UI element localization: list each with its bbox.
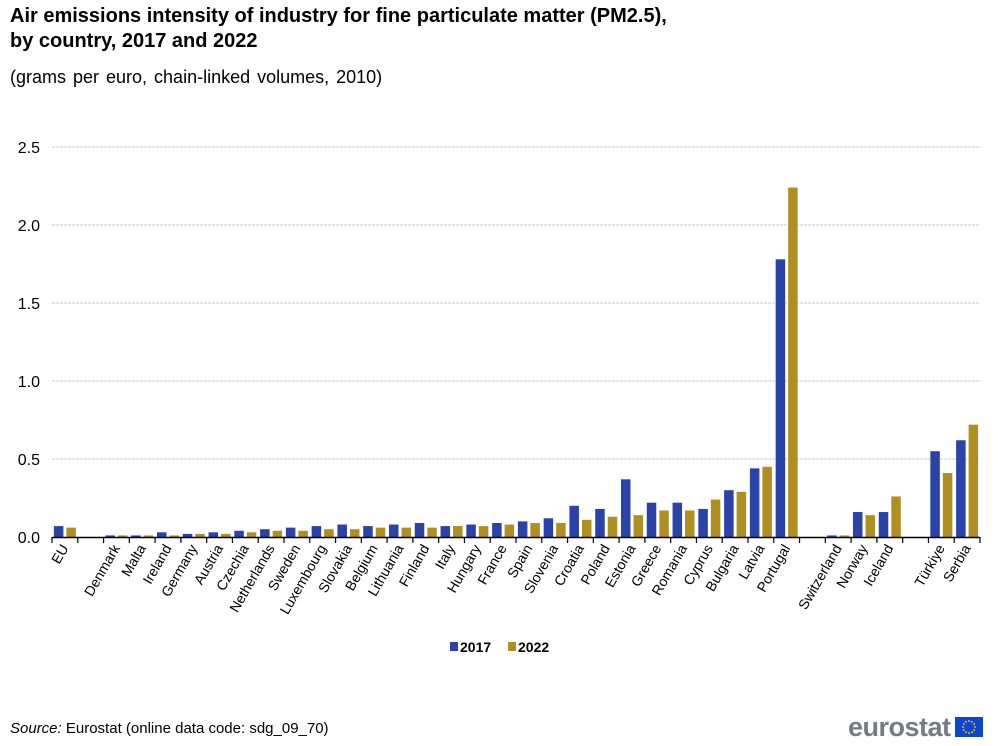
bar-2017 (157, 532, 167, 537)
bar-2022 (504, 524, 515, 537)
bar-2022 (942, 473, 953, 537)
legend-swatch-2022 (508, 642, 516, 651)
bar-2022 (143, 535, 154, 537)
bar-2022 (530, 522, 540, 537)
bar-2017 (646, 502, 657, 537)
bar-2022 (272, 530, 283, 537)
chart-subtitle: (grams per euro, chain-linked volumes, 2… (10, 67, 383, 87)
y-tick-label: 2.0 (18, 218, 40, 235)
bar-2022 (736, 491, 747, 537)
bar-2022 (633, 515, 643, 537)
bar-2017 (621, 479, 631, 537)
bar-2017 (208, 532, 219, 537)
bar-2017 (595, 508, 605, 537)
bar-chart: 0.00.51.01.52.02.5EU DenmarkMaltaIrelandG… (18, 140, 981, 655)
bar-2017 (956, 440, 966, 537)
bar-2017 (569, 505, 579, 537)
bar-2017 (414, 522, 425, 537)
bar-2017 (311, 526, 322, 537)
chart-title: Air emissions intensity of industry for … (10, 4, 667, 54)
bar-2022 (427, 527, 437, 537)
eu-flag-icon (954, 717, 983, 737)
y-tick-label: 0.0 (18, 530, 40, 547)
chart-title-line2: by country, 2017 and 2022 (10, 30, 258, 52)
bar-2017 (827, 535, 837, 537)
bar-2022 (607, 516, 618, 537)
y-tick-label: 2.5 (18, 140, 40, 157)
bar-2022 (710, 499, 721, 537)
bar-2017 (389, 524, 399, 537)
y-tick-label: 1.0 (18, 374, 40, 391)
bar-2022 (117, 535, 128, 537)
source-label: Source: (10, 720, 62, 737)
bar-2022 (685, 510, 695, 537)
bar-2022 (195, 533, 205, 537)
bar-2017 (285, 527, 296, 537)
eurostat-logo: eurostat (848, 712, 983, 742)
bar-2017 (492, 522, 502, 537)
bar-2017 (105, 535, 115, 537)
bar-2017 (878, 512, 889, 537)
y-tick-label: 0.5 (18, 452, 40, 469)
bar-2017 (440, 526, 451, 537)
x-tick-label: Türkiye (911, 541, 948, 589)
bar-2022 (169, 535, 179, 537)
chart-title-line1: Air emissions intensity of industry for … (10, 5, 667, 27)
bar-2017 (775, 259, 786, 537)
bar-2017 (363, 526, 373, 537)
bar-2022 (375, 527, 386, 537)
bar-2022 (839, 535, 850, 537)
logo-text: eurostat (848, 712, 951, 742)
bar-2022 (968, 424, 979, 537)
bar-2022 (298, 530, 308, 537)
bar-2017 (698, 508, 708, 537)
bar-2022 (891, 496, 901, 537)
bar-2017 (337, 524, 347, 537)
bar-2022 (324, 529, 334, 537)
bar-2017 (543, 518, 554, 537)
bar-2022 (762, 466, 772, 537)
legend-label-2022: 2022 (518, 639, 549, 655)
bar-2022 (788, 187, 798, 537)
bar-2017 (749, 468, 760, 537)
bar-2022 (478, 526, 489, 537)
bar-2022 (401, 527, 411, 537)
bar-2017 (53, 526, 64, 537)
source-text: Eurostat (online data code: sdg_09_70) (61, 720, 329, 737)
bar-2017 (131, 535, 141, 537)
bar-2022 (221, 533, 231, 537)
bar-2022 (453, 526, 463, 537)
source-note: Source: Eurostat (online data code: sdg_… (10, 720, 329, 737)
bar-2017 (466, 524, 476, 537)
x-tick-label: EU (48, 542, 72, 567)
bar-2022 (659, 510, 669, 537)
bar-2017 (724, 490, 734, 537)
bar-2022 (865, 515, 875, 537)
bar-2017 (930, 451, 940, 537)
bar-2017 (517, 521, 528, 537)
bar-2022 (556, 522, 566, 537)
bar-2017 (182, 533, 193, 537)
bar-2022 (349, 529, 360, 537)
y-tick-label: 1.5 (18, 296, 40, 313)
bar-2017 (672, 502, 683, 537)
legend-label-2017: 2017 (460, 639, 491, 655)
bar-2022 (66, 527, 76, 537)
bar-2022 (246, 532, 257, 537)
bar-2017 (260, 529, 270, 537)
x-tick-label: Denmark (81, 541, 124, 599)
bar-2017 (234, 530, 244, 537)
bar-2017 (853, 512, 863, 537)
bar-2022 (581, 519, 592, 537)
legend-swatch-2017 (450, 642, 458, 651)
